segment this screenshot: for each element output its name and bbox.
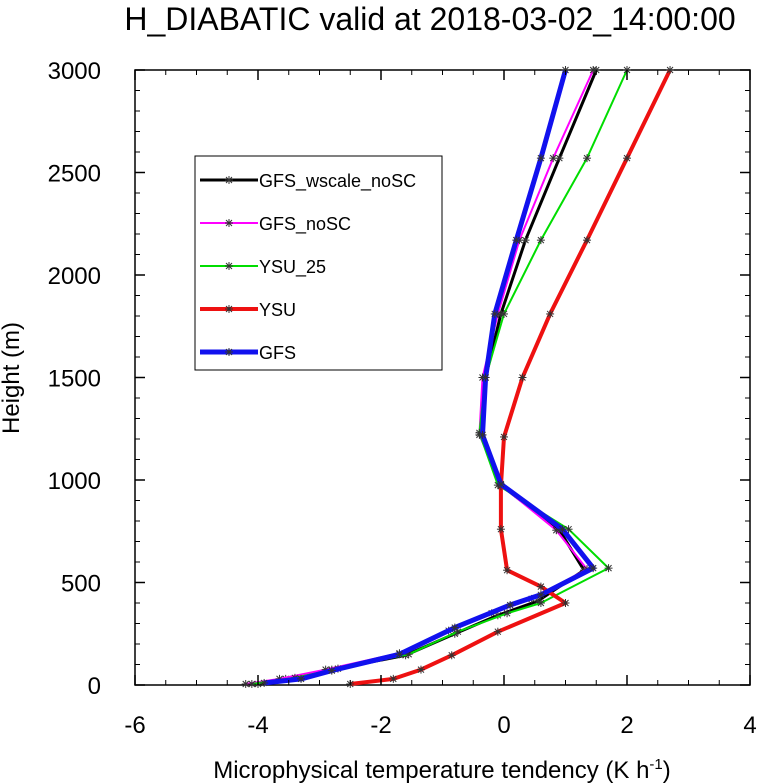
data-point-marker — [500, 432, 508, 441]
legend-item-YSU_25: YSU_25 — [200, 257, 326, 278]
data-point-marker — [297, 674, 306, 683]
legend-box — [194, 155, 443, 371]
legend-label: GFS_wscale_noSC — [259, 171, 416, 192]
data-point-marker — [490, 309, 499, 318]
data-point-marker — [583, 154, 592, 163]
y-tick-label: 1000 — [48, 468, 101, 495]
x-tick-label: -4 — [247, 712, 268, 739]
x-tick-label: 0 — [497, 712, 510, 739]
y-tick-label: 3000 — [48, 58, 101, 85]
data-point-marker — [536, 599, 545, 607]
y-tick-label: 0 — [88, 673, 101, 700]
data-point-marker — [555, 154, 564, 163]
data-point-marker — [536, 590, 545, 599]
series-YSU — [346, 66, 675, 688]
data-point-marker — [500, 309, 508, 318]
x-axis-label-close: ) — [663, 757, 671, 784]
legend-entries: GFS_wscale_noSC GFS_noSC YSU_25 YSU GFS — [200, 171, 416, 363]
data-point-marker — [447, 651, 456, 660]
data-point-marker — [536, 236, 545, 245]
data-point-marker — [512, 236, 521, 245]
series-layer — [241, 66, 675, 688]
x-tick-label: 4 — [743, 712, 756, 739]
legend-item-YSU: YSU — [200, 300, 296, 320]
data-point-marker — [561, 599, 570, 607]
data-point-marker — [536, 582, 545, 591]
x-tick-label: -2 — [370, 712, 391, 739]
data-point-marker — [518, 373, 527, 382]
data-point-marker — [389, 674, 398, 683]
series-line — [350, 69, 672, 686]
x-axis-label: Microphysical temperature tendency (K h-… — [213, 756, 671, 784]
data-point-marker — [503, 566, 512, 575]
legend-item-GFS_wscale_noSC: GFS_wscale_noSC — [200, 171, 416, 192]
ticks-layer: -6 -4 -2 0 2 4 0 500 1000 1500 2000 2500 3000 — [48, 58, 757, 739]
y-tick-label: 2500 — [48, 161, 101, 188]
data-point-marker — [327, 666, 336, 675]
data-point-marker — [589, 66, 598, 74]
data-point-marker — [536, 154, 545, 163]
x-tick-label: 2 — [620, 712, 633, 739]
data-point-marker — [481, 373, 490, 382]
data-point-marker — [506, 601, 515, 610]
data-point-marker — [503, 609, 512, 618]
data-point-marker — [395, 650, 404, 659]
data-point-marker — [450, 623, 459, 632]
legend-label: GFS_noSC — [259, 214, 351, 235]
legend-item-GFS: GFS — [200, 343, 296, 363]
legend-label: GFS — [259, 343, 296, 363]
y-tick-label: 2000 — [48, 263, 101, 290]
data-point-marker — [478, 430, 487, 439]
series-line — [263, 69, 596, 686]
legend-marker — [225, 348, 233, 356]
legend-item-GFS_noSC: GFS_noSC — [200, 214, 351, 235]
y-tick-label: 1500 — [48, 366, 101, 393]
legend-marker — [225, 219, 233, 227]
y-tick-label: 500 — [61, 571, 101, 598]
data-point-marker — [549, 154, 558, 163]
data-point-marker — [546, 309, 555, 318]
legend-marker — [225, 176, 233, 184]
x-axis-label-main: Microphysical temperature tendency (K h — [213, 757, 649, 784]
data-point-marker — [247, 679, 256, 688]
legend: GFS_wscale_noSC GFS_noSC YSU_25 YSU GFS — [194, 155, 443, 371]
x-tick-label: -6 — [124, 712, 145, 739]
data-point-marker — [416, 665, 425, 674]
data-point-marker — [604, 564, 613, 573]
data-point-marker — [260, 678, 269, 687]
y-axis-label: Height (m) — [0, 322, 25, 434]
data-point-marker — [666, 66, 675, 74]
legend-label: YSU — [259, 300, 296, 320]
chart-title: H_DIABATIC valid at 2018-03-02_14:00:00 — [124, 1, 735, 37]
data-point-marker — [583, 236, 592, 245]
data-point-marker — [589, 564, 598, 573]
legend-marker — [225, 305, 233, 313]
data-point-marker — [558, 525, 567, 534]
data-point-marker — [623, 154, 631, 163]
legend-marker — [225, 262, 233, 270]
series-GFS — [260, 66, 598, 687]
legend-label: YSU_25 — [259, 257, 326, 278]
x-axis-label-unit-sup: -1 — [649, 756, 662, 773]
data-point-marker — [496, 480, 505, 489]
data-point-marker — [496, 525, 505, 534]
data-point-marker — [493, 627, 502, 636]
